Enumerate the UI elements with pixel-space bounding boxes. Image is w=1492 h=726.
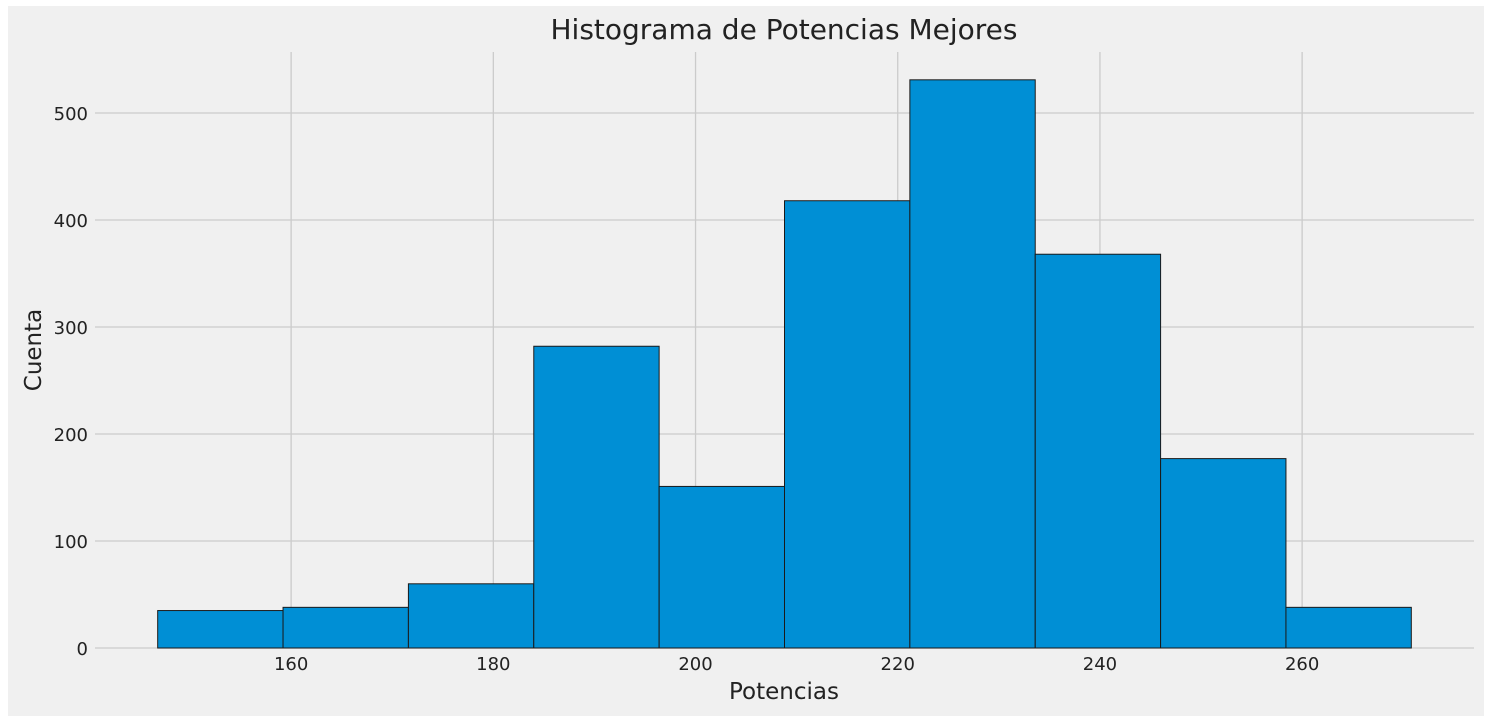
histogram-bar: [658, 485, 785, 649]
y-tick-label: 100: [54, 532, 88, 553]
histogram-bar: [407, 583, 535, 649]
histogram-bar: [1160, 458, 1287, 649]
histogram-bar: [784, 200, 911, 649]
histogram-bar: [157, 610, 284, 649]
x-tick-label: 220: [881, 654, 915, 675]
x-tick-label: 200: [678, 654, 712, 675]
y-tick-label: 0: [77, 639, 88, 660]
x-tick-label: 180: [476, 654, 510, 675]
histogram-bar: [533, 345, 660, 649]
x-tick-labels: 160 180 200 220 240 260: [274, 654, 1319, 675]
x-tick-label: 260: [1285, 654, 1319, 675]
y-tick-label: 500: [54, 104, 88, 125]
x-tick-label: 240: [1083, 654, 1117, 675]
histogram-bar: [909, 79, 1036, 649]
y-tick-label: 200: [54, 425, 88, 446]
chart-title: Histograma de Potencias Mejores: [550, 13, 1017, 46]
histogram-bar: [1285, 606, 1412, 649]
histogram-bar: [1034, 253, 1162, 649]
y-tick-labels: 0 100 200 300 400 500: [54, 104, 88, 660]
y-tick-label: 400: [54, 211, 88, 232]
bars: [157, 79, 1412, 649]
x-tick-label: 160: [274, 654, 308, 675]
x-axis-label: Potencias: [729, 679, 839, 705]
histogram-bar: [282, 606, 409, 649]
y-tick-label: 300: [54, 318, 88, 339]
y-axis-label: Cuenta: [21, 309, 47, 391]
